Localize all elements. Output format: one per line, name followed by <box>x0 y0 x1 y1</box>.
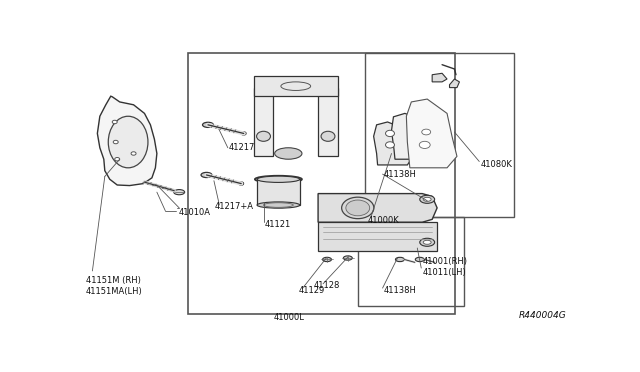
Ellipse shape <box>257 176 300 182</box>
Ellipse shape <box>113 140 118 144</box>
Ellipse shape <box>202 122 213 128</box>
Text: 41080K: 41080K <box>481 160 513 169</box>
Ellipse shape <box>422 129 431 135</box>
Text: 41000L: 41000L <box>273 313 304 322</box>
Text: 41138H: 41138H <box>384 170 417 179</box>
Ellipse shape <box>346 200 370 216</box>
Text: 41128: 41128 <box>314 281 340 290</box>
Bar <box>318 87 338 156</box>
Text: 41000K: 41000K <box>367 216 399 225</box>
Ellipse shape <box>115 157 120 161</box>
Ellipse shape <box>112 120 117 124</box>
Polygon shape <box>97 96 157 186</box>
Ellipse shape <box>385 142 394 148</box>
Polygon shape <box>318 193 437 222</box>
Text: 41217+A: 41217+A <box>215 202 254 211</box>
Ellipse shape <box>321 131 335 141</box>
Ellipse shape <box>173 190 185 195</box>
Ellipse shape <box>131 152 136 155</box>
Bar <box>188 53 455 314</box>
Ellipse shape <box>108 116 148 168</box>
Polygon shape <box>449 79 460 87</box>
Text: 41138H: 41138H <box>384 286 417 295</box>
Bar <box>365 53 514 217</box>
Ellipse shape <box>423 197 431 201</box>
Text: R440004G: R440004G <box>518 311 566 320</box>
Text: 41151M (RH): 41151M (RH) <box>86 276 141 285</box>
Ellipse shape <box>323 257 332 262</box>
Ellipse shape <box>257 202 300 208</box>
Bar <box>257 179 300 205</box>
Ellipse shape <box>423 240 431 244</box>
Polygon shape <box>432 73 447 82</box>
Bar <box>318 222 437 251</box>
Ellipse shape <box>275 148 302 159</box>
Bar <box>358 217 465 306</box>
Text: 41010A: 41010A <box>178 208 210 217</box>
Polygon shape <box>374 122 412 165</box>
Ellipse shape <box>255 176 302 183</box>
Ellipse shape <box>342 197 374 219</box>
Text: 41151MA(LH): 41151MA(LH) <box>86 287 143 296</box>
Bar <box>253 76 338 96</box>
Text: 41121: 41121 <box>265 220 291 229</box>
Ellipse shape <box>420 195 435 203</box>
Text: 41001(RH): 41001(RH) <box>422 257 467 266</box>
Ellipse shape <box>241 132 246 135</box>
Text: 41217: 41217 <box>229 143 255 152</box>
Ellipse shape <box>396 257 404 262</box>
Text: 41011(LH): 41011(LH) <box>422 268 466 277</box>
Ellipse shape <box>420 238 435 246</box>
Ellipse shape <box>344 256 352 260</box>
Ellipse shape <box>385 130 394 137</box>
Polygon shape <box>392 113 429 159</box>
Ellipse shape <box>419 141 430 148</box>
Text: 41129: 41129 <box>298 286 324 295</box>
Ellipse shape <box>239 182 244 185</box>
Ellipse shape <box>201 172 212 177</box>
Bar <box>253 87 273 156</box>
Ellipse shape <box>415 257 424 262</box>
Ellipse shape <box>257 131 271 141</box>
Polygon shape <box>406 99 457 168</box>
